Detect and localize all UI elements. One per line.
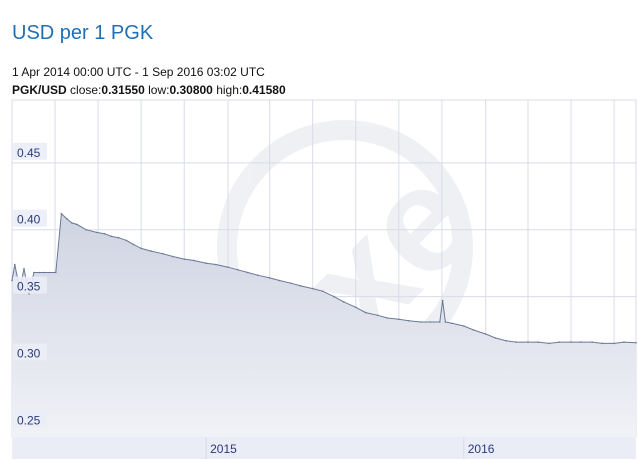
data-point [268, 277, 271, 279]
x-tick-label: 2015 [210, 442, 237, 456]
data-point [635, 341, 637, 344]
data-point [444, 321, 447, 323]
y-tick-label-bg [13, 142, 47, 160]
data-point [429, 321, 432, 323]
data-point [193, 259, 195, 262]
data-point [613, 342, 615, 345]
data-point [398, 318, 400, 321]
data-point [38, 271, 41, 274]
chart-area-layer [11, 212, 637, 437]
data-point [364, 311, 367, 314]
data-point [278, 279, 281, 282]
data-point [494, 337, 497, 339]
data-point [172, 255, 174, 258]
series-area [12, 213, 636, 437]
chart-title: USD per 1 PGK [12, 22, 154, 44]
y-tick-label-bg [13, 276, 47, 294]
data-point [85, 228, 87, 231]
data-point [256, 274, 259, 276]
data-point [451, 322, 453, 325]
data-point [140, 247, 142, 250]
data-point [570, 341, 572, 343]
data-point [132, 243, 135, 246]
y-tick-label: 0.25 [17, 413, 41, 427]
data-point [227, 266, 229, 268]
y-axis: 0.25 0.30 0.35 0.40 0.45 [13, 142, 47, 428]
data-point [441, 299, 444, 302]
data-point [472, 329, 475, 331]
data-point [14, 263, 16, 266]
data-point [183, 258, 185, 260]
y-tick-label-bg [13, 410, 47, 428]
data-point [290, 282, 292, 284]
low-value: 0.30800 [169, 83, 213, 97]
data-point [580, 341, 582, 343]
y-tick-label: 0.40 [17, 213, 41, 227]
data-point [333, 295, 335, 298]
data-point [60, 212, 63, 215]
y-tick-label: 0.45 [17, 146, 41, 160]
data-point [591, 341, 593, 343]
data-point [23, 267, 25, 270]
y-tick-label-bg [13, 343, 47, 361]
x-axis-band [12, 437, 636, 459]
data-point [439, 321, 441, 323]
pair-label: PGK/USD [12, 83, 67, 97]
data-point [463, 325, 465, 327]
data-point [205, 262, 207, 264]
data-point [376, 314, 379, 317]
data-point [48, 271, 51, 274]
data-point [110, 235, 113, 238]
data-point [355, 306, 357, 309]
date-range: 1 Apr 2014 00:00 UTC - 1 Sep 2016 03:02 … [12, 65, 265, 79]
data-point [407, 319, 410, 322]
data-point [76, 223, 78, 226]
data-point [623, 341, 625, 343]
data-point [299, 285, 302, 287]
data-point [11, 279, 13, 282]
low-label: low: [148, 83, 170, 97]
data-point [95, 231, 98, 234]
data-point [343, 301, 345, 303]
data-point [33, 271, 35, 274]
data-point [125, 239, 128, 242]
data-point [117, 236, 120, 239]
high-value: 0.41580 [242, 83, 286, 97]
data-point [71, 222, 73, 224]
close-value: 0.31550 [101, 83, 145, 97]
rate-chart[interactable]: xe 0.250.300.350.400.45 2015 2016 [0, 98, 638, 460]
data-point [43, 271, 46, 274]
rate-stats: PGK/USD close:0.31550 low:0.30800 high:0… [12, 83, 286, 97]
data-point [419, 321, 422, 323]
data-point [558, 341, 560, 343]
data-point [386, 317, 389, 319]
y-tick-label-bg [13, 209, 47, 227]
data-point [548, 342, 550, 345]
series-line [11, 212, 637, 344]
data-point [162, 253, 164, 255]
data-point [103, 232, 106, 235]
data-point [515, 341, 517, 343]
close-label: close: [70, 83, 102, 97]
data-point [66, 218, 68, 220]
high-label: high: [216, 83, 243, 97]
y-tick-label: 0.30 [17, 346, 41, 360]
x-tick-label: 2016 [468, 442, 495, 456]
y-tick-label: 0.35 [17, 280, 41, 294]
data-point [601, 342, 603, 345]
data-point [321, 290, 324, 292]
data-point [537, 341, 539, 343]
data-point [55, 271, 57, 274]
data-point [150, 250, 152, 252]
data-point [215, 263, 217, 266]
data-point [527, 341, 529, 343]
data-point [484, 333, 487, 335]
data-point [311, 287, 314, 290]
data-point [247, 271, 249, 274]
data-point [237, 269, 239, 271]
data-point [505, 339, 507, 342]
x-axis: 2015 2016 [12, 437, 636, 459]
